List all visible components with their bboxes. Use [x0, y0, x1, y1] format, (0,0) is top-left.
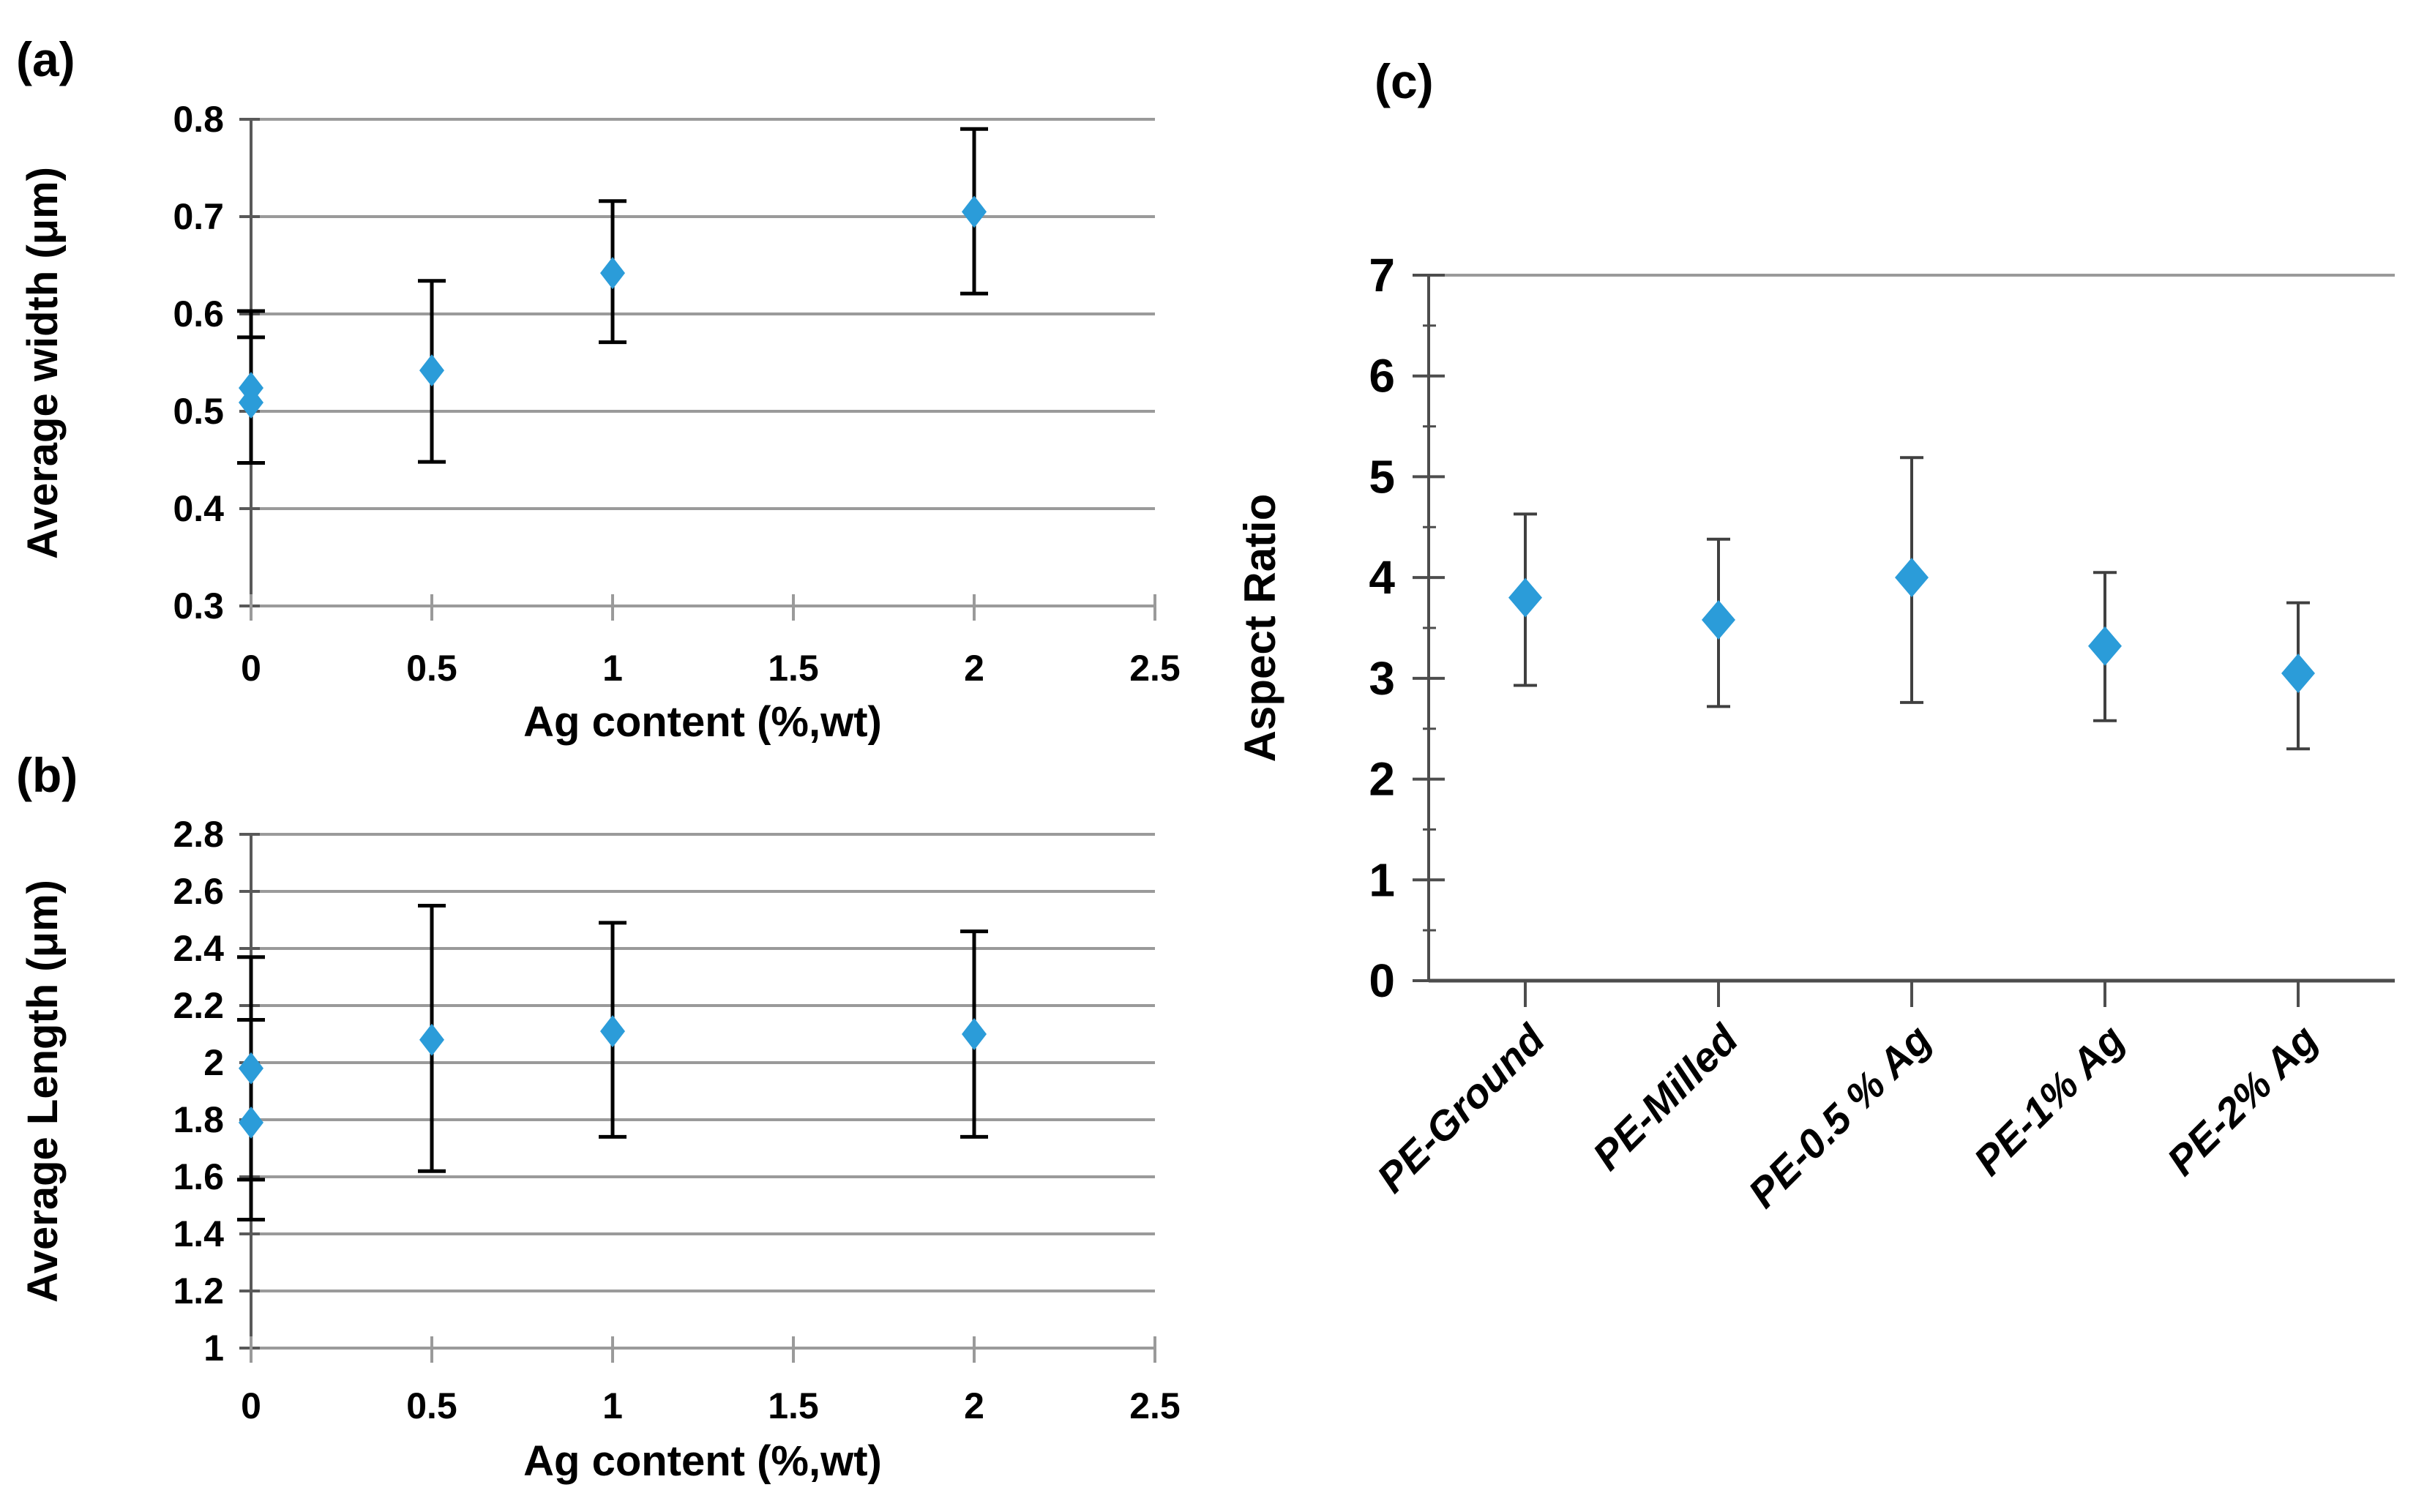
- category-label: PE-1% Ag: [1964, 1016, 2133, 1184]
- y-tick-label: 0.5: [173, 391, 224, 432]
- data-point-marker: [1508, 577, 1542, 618]
- panel-b-y-axis-title: Average Length (μm): [19, 880, 67, 1303]
- panel-a-plot: 0.8 0.7 0.6 0.5 0.4 0.3 0 0.5 1 1.5 2 2.5: [173, 99, 1180, 689]
- data-point-marker: [239, 386, 263, 419]
- y-tick-label: 2.2: [173, 985, 224, 1026]
- data-point-marker: [239, 1106, 263, 1139]
- y-tick-label: 1.8: [173, 1099, 224, 1140]
- y-tick-label: 2.6: [173, 871, 224, 912]
- y-tick-label: 2: [1369, 753, 1395, 806]
- data-point-marker: [239, 1052, 263, 1085]
- y-tick-label: 7: [1369, 249, 1395, 302]
- panel-b-label: (b): [16, 748, 78, 802]
- x-tick-label: 0: [241, 1385, 261, 1426]
- data-point-marker: [1895, 558, 1929, 598]
- data-point-marker: [419, 354, 444, 387]
- category-label: PE-0.5 % Ag: [1739, 1016, 1940, 1216]
- x-tick-label: 1.5: [768, 648, 819, 689]
- y-tick-label: 1.2: [173, 1270, 224, 1311]
- panel-a-y-axis-title: Average width (μm): [19, 167, 67, 559]
- y-tick-label: 2: [203, 1042, 224, 1083]
- panel-b-plot: 2.82.62.42.221.81.61.41.210 0.5 1 1.5 2 2.5: [173, 814, 1180, 1426]
- data-point-marker: [600, 1015, 625, 1048]
- panel-a-x-axis-title: Ag content (%,wt): [523, 698, 882, 746]
- y-tick-label: 4: [1369, 551, 1395, 604]
- data-point-marker: [962, 195, 987, 228]
- category-label: PE-2% Ag: [2158, 1016, 2326, 1184]
- x-tick-label: 0.5: [406, 648, 457, 689]
- x-tick-label: 1: [602, 1385, 623, 1426]
- panel-a-label: (a): [16, 32, 75, 86]
- y-tick-label: 0.8: [173, 99, 224, 140]
- y-tick-label: 0.4: [173, 488, 224, 529]
- data-point-marker: [419, 1023, 444, 1056]
- y-tick-label: 1.6: [173, 1156, 224, 1197]
- y-tick-label: 1: [1369, 853, 1395, 906]
- x-tick-label: 1: [602, 648, 623, 689]
- x-tick-label: 2: [964, 648, 984, 689]
- y-tick-label: 3: [1369, 652, 1395, 705]
- x-tick-label: 0: [241, 648, 261, 689]
- category-label: PE-Milled: [1584, 1015, 1748, 1179]
- data-point-marker: [1702, 599, 1735, 640]
- x-tick-label: 2.5: [1129, 648, 1181, 689]
- data-point-marker: [2088, 626, 2122, 666]
- y-tick-label: 0.7: [173, 196, 224, 237]
- data-point-marker: [600, 257, 625, 290]
- y-tick-label: 0.3: [173, 585, 224, 626]
- panel-b-x-axis-title: Ag content (%,wt): [523, 1437, 882, 1485]
- x-tick-label: 1.5: [768, 1385, 819, 1426]
- y-tick-label: 0: [1369, 954, 1395, 1007]
- category-label: PE-Ground: [1368, 1015, 1555, 1202]
- y-tick-label: 5: [1369, 450, 1395, 503]
- y-tick-label: 2.8: [173, 814, 224, 855]
- y-tick-label: 0.6: [173, 293, 224, 334]
- y-tick-label: 1: [203, 1328, 224, 1369]
- x-tick-label: 0.5: [406, 1385, 457, 1426]
- panel-c-label: (c): [1375, 54, 1434, 108]
- y-tick-label: 1.4: [173, 1213, 224, 1254]
- y-tick-label: 2.4: [173, 928, 224, 969]
- data-point-marker: [962, 1018, 987, 1050]
- y-tick-label: 6: [1369, 350, 1395, 403]
- data-point-marker: [2281, 653, 2315, 693]
- x-tick-label: 2.5: [1129, 1385, 1181, 1426]
- panel-c-y-axis-title: Aspect Ratio: [1235, 494, 1284, 763]
- x-tick-label: 2: [964, 1385, 984, 1426]
